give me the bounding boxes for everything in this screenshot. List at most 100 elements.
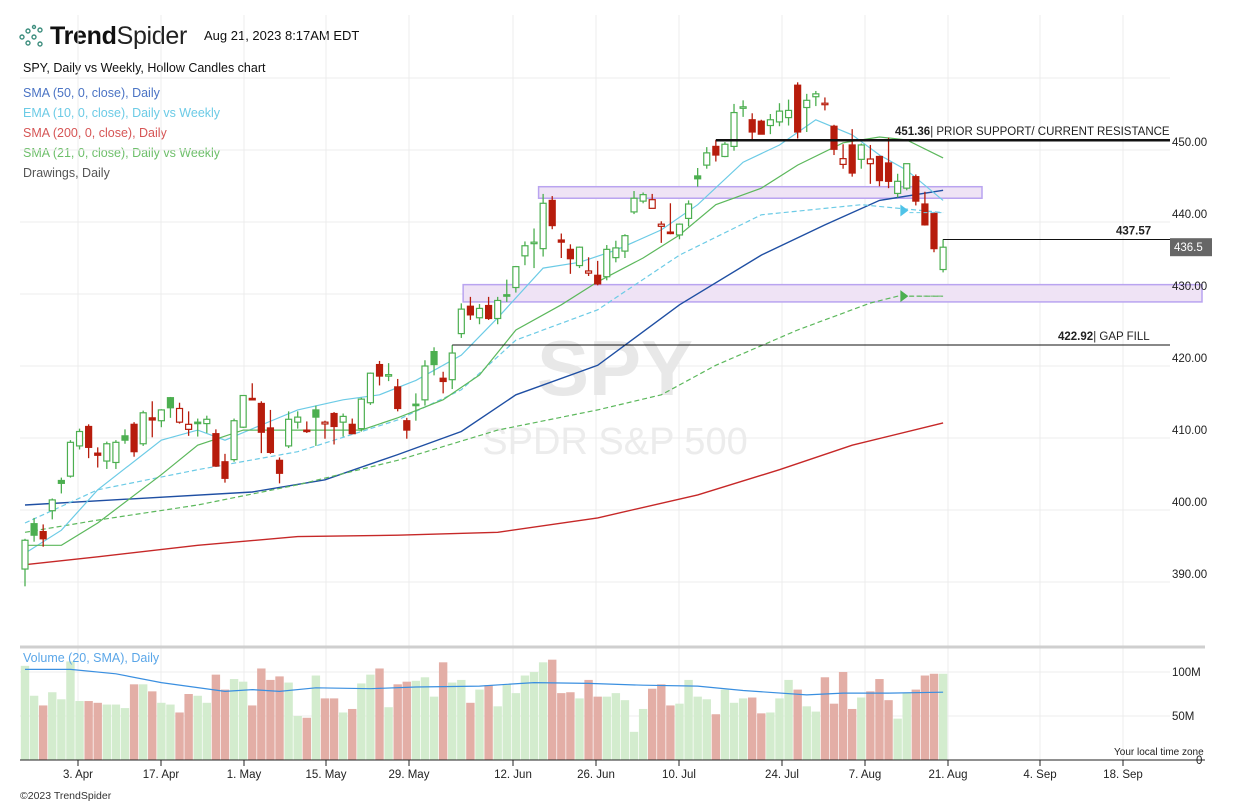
volume-bar — [584, 679, 593, 760]
date-tick-label: 10. Jul — [662, 769, 696, 781]
legend-drawings[interactable]: Drawings, Daily — [23, 166, 110, 180]
volume-bar — [575, 698, 584, 760]
candle-body — [385, 374, 393, 377]
volume-bar — [448, 682, 457, 760]
candle-body — [457, 308, 465, 335]
candle-body — [848, 144, 856, 174]
level-label: 451.36| PRIOR SUPPORT/ CURRENT RESISTANC… — [895, 126, 1170, 138]
candle-body — [757, 120, 765, 135]
timezone-note[interactable]: Your local time zone — [1114, 747, 1204, 758]
candle-body — [448, 352, 456, 381]
volume-bar — [402, 681, 411, 760]
volume-bar — [93, 702, 102, 760]
volume-bar — [893, 718, 902, 760]
candle-body — [285, 418, 293, 447]
volume-bar — [766, 712, 775, 760]
volume-bar — [429, 696, 439, 760]
volume-bar — [502, 684, 511, 760]
price-tick-label: 440.00 — [1172, 209, 1207, 221]
candle-body — [648, 199, 656, 209]
volume-bar — [57, 699, 66, 760]
candle-body — [394, 386, 402, 410]
volume-tick-label: 100M — [1172, 667, 1201, 679]
candle-body — [166, 397, 175, 409]
candle-body — [557, 239, 565, 243]
candle-body — [703, 152, 711, 166]
candle-body — [103, 443, 111, 462]
volume-bar — [602, 696, 611, 760]
candle-body — [884, 162, 893, 182]
candle-body — [121, 435, 129, 441]
candle-body — [903, 163, 911, 189]
volume-bar — [148, 691, 157, 760]
volume-bar — [875, 679, 884, 760]
chart-subtitle: SPY, Daily vs Weekly, Hollow Candles cha… — [23, 61, 266, 75]
volume-bar — [620, 700, 630, 760]
volume-bar — [420, 677, 430, 760]
volume-bar — [484, 685, 493, 760]
volume-bar — [657, 684, 666, 760]
candle-body — [694, 175, 702, 180]
candle-body — [912, 176, 920, 202]
level-value: 451.36 — [895, 126, 930, 138]
volume-tick-label: 50M — [1172, 711, 1194, 723]
price-tick-label: 390.00 — [1172, 569, 1207, 581]
volume-bar — [220, 689, 230, 760]
volume-bar — [311, 675, 321, 760]
volume-bar — [802, 706, 811, 760]
level-note: | PRIOR SUPPORT/ CURRENT RESISTANCE — [930, 126, 1170, 138]
volume-bar — [75, 701, 84, 760]
candle-body — [775, 110, 784, 123]
brand-light: Spider — [116, 22, 188, 50]
volume-bar — [302, 717, 311, 760]
date-tick-label: 21. Aug — [928, 769, 967, 781]
candle-body — [130, 423, 138, 453]
volume-bar — [120, 708, 130, 760]
candle-body — [239, 394, 247, 428]
volume-bar — [638, 708, 648, 760]
candle-body — [412, 403, 420, 407]
candle-body — [612, 247, 620, 259]
level-value: 422.92 — [1058, 331, 1093, 343]
volume-bar — [175, 712, 184, 760]
volume-bar — [775, 698, 784, 760]
volume-bar — [411, 680, 421, 760]
date-tick-label: 17. Apr — [143, 769, 180, 781]
candle-body — [594, 274, 602, 285]
price-tick-label: 450.00 — [1172, 137, 1207, 149]
candle-body — [930, 212, 938, 250]
candle-body — [157, 409, 165, 422]
volume-bar — [393, 684, 402, 760]
level-note: | GAP FILL — [1093, 331, 1150, 343]
legend-sma50[interactable]: SMA (50, 0, close), Daily — [23, 86, 160, 100]
volume-bar — [293, 716, 302, 760]
date-tick-label: 18. Sep — [1103, 769, 1143, 781]
price-tick-label: 420.00 — [1172, 353, 1207, 365]
last-price-value: 436.5 — [1174, 242, 1203, 254]
candle-body — [21, 539, 29, 570]
copyright: ©2023 TrendSpider — [20, 790, 112, 802]
volume-bar — [729, 702, 739, 760]
legend-ema10[interactable]: EMA (10, 0, close), Daily vs Weekly — [23, 106, 221, 120]
date-tick-label: 29. May — [389, 769, 430, 781]
candle-body — [366, 372, 375, 404]
candle-body — [512, 266, 520, 289]
candle-body — [330, 412, 338, 428]
volume-bar — [793, 689, 802, 760]
candle-body — [348, 423, 356, 435]
candle-body — [294, 416, 302, 423]
volume-bar — [757, 713, 766, 760]
candle-body — [266, 427, 275, 454]
candle-body — [475, 307, 484, 319]
volume-bar — [820, 677, 830, 760]
volume-bar — [138, 684, 148, 760]
candle-body — [321, 421, 329, 425]
candle-body — [766, 119, 774, 127]
volume-bar — [129, 684, 139, 760]
legend-sma200[interactable]: SMA (200, 0, close), Daily — [23, 126, 167, 140]
candle-body — [675, 223, 684, 236]
candles — [21, 82, 947, 587]
candle-body — [794, 84, 802, 133]
candle-body — [739, 106, 747, 109]
